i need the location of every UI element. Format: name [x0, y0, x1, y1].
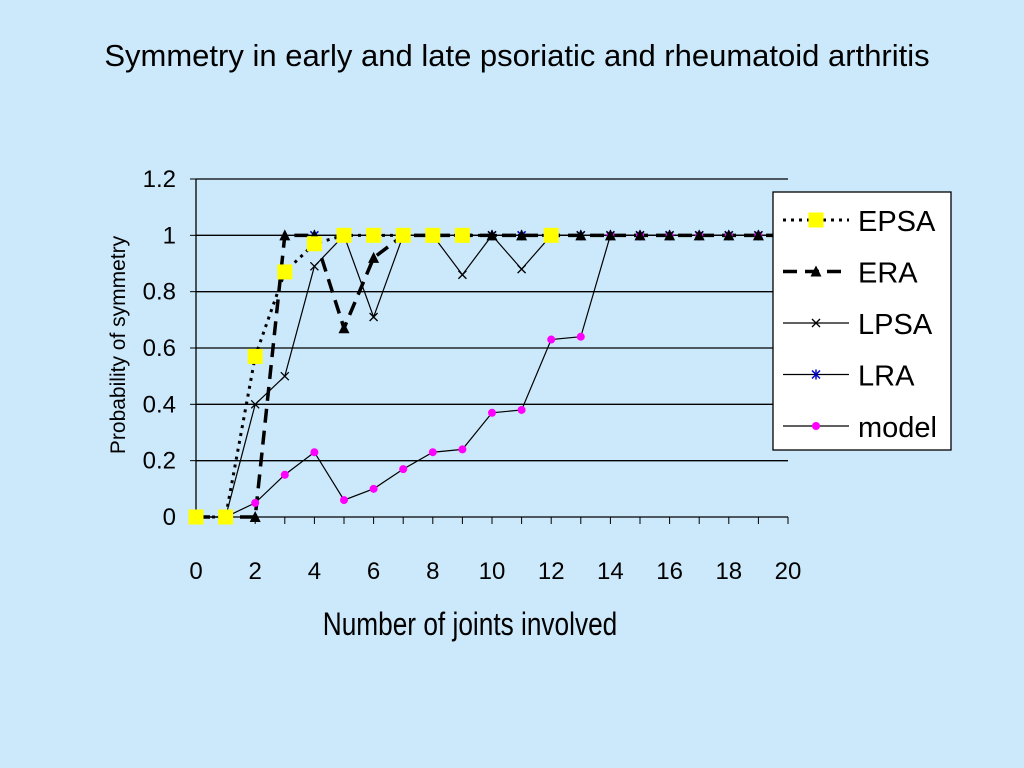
legend-item-model: model: [783, 412, 937, 444]
y-tick-label: 0.6: [143, 335, 176, 362]
data-point-epsa: [306, 236, 322, 252]
x-tick-label: 10: [479, 558, 506, 585]
legend-item-epsa: EPSA: [783, 206, 936, 238]
data-point-epsa: [218, 509, 234, 525]
data-point-era: [486, 229, 498, 241]
data-point-epsa: [454, 227, 470, 243]
legend-label: model: [858, 412, 937, 444]
y-tick-label: 0.2: [143, 448, 176, 475]
data-point-epsa: [277, 264, 293, 280]
data-point-model: [369, 484, 378, 493]
data-point-epsa: [188, 509, 204, 525]
legend-label: LPSA: [858, 309, 933, 341]
legend-marker: [811, 318, 821, 328]
data-point-era: [634, 229, 646, 241]
data-point-era: [249, 511, 261, 522]
data-point-model: [251, 498, 260, 507]
data-point-era: [723, 229, 735, 241]
data-point-era: [516, 229, 528, 241]
data-point-lpsa: [280, 371, 290, 381]
x-tick-label: 2: [249, 558, 262, 585]
data-point-model: [547, 335, 556, 344]
data-point-era: [368, 251, 380, 263]
data-point-lpsa: [517, 264, 527, 274]
x-axis-title: Number of joints involved: [323, 608, 617, 643]
y-tick-label: 0.8: [143, 279, 176, 306]
x-tick-label: 18: [715, 558, 742, 585]
data-point-era: [604, 229, 616, 241]
legend-box: [772, 191, 952, 451]
data-point-epsa: [336, 227, 352, 243]
data-point-epsa: [247, 348, 263, 364]
data-point-lpsa: [250, 399, 260, 409]
legend-marker: [810, 265, 822, 277]
data-point-epsa: [366, 227, 382, 243]
data-point-model: [428, 448, 437, 457]
data-point-epsa: [543, 227, 559, 243]
data-point-model: [399, 465, 408, 474]
data-point-model: [458, 445, 467, 454]
data-point-lpsa: [369, 312, 379, 322]
series-markers: [188, 227, 794, 525]
legend-label: LRA: [858, 361, 915, 393]
data-point-epsa: [395, 227, 411, 243]
axes: 0 0.2 0.4 0.6 0.8 1 1.2 0 2 4 6 8 10 12 14 16 18 20: [143, 166, 802, 585]
x-tick-label: 14: [597, 558, 624, 585]
data-point-model: [340, 496, 348, 505]
legend-item-era: ERA: [783, 258, 918, 290]
data-point-model: [310, 448, 319, 457]
legend-marker: [811, 369, 821, 380]
legend-label: ERA: [858, 258, 918, 290]
data-point-era: [575, 229, 587, 241]
data-point-model: [576, 332, 585, 341]
x-tick-label: 12: [538, 558, 565, 585]
legend-item-lra: LRA: [783, 361, 915, 393]
y-tick-label: 0.4: [143, 391, 176, 418]
data-point-lpsa: [457, 270, 467, 280]
legend-item-lpsa: LPSA: [783, 309, 933, 341]
y-axis-title: Probability of symmetry: [107, 235, 130, 454]
data-point-model: [517, 405, 526, 414]
data-point-era: [693, 229, 705, 241]
y-tick-label: 1: [163, 222, 176, 249]
y-tick-label: 1.2: [143, 166, 176, 193]
data-point-era: [752, 229, 764, 241]
data-point-era: [664, 229, 676, 241]
data-point-lpsa: [309, 261, 319, 271]
x-tick-label: 8: [426, 558, 439, 585]
data-point-epsa: [425, 227, 441, 243]
series-line-epsa: [196, 233, 552, 519]
x-tick-label: 16: [656, 558, 683, 585]
x-tick-label: 20: [775, 558, 802, 585]
legend: EPSA ERA LPSA LRA model: [772, 191, 952, 451]
legend-label: EPSA: [858, 206, 936, 238]
data-point-model: [488, 408, 496, 417]
slide-title: Symmetry in early and late psoriatic and…: [104, 38, 930, 73]
data-point-era: [279, 229, 291, 241]
gridlines: [196, 178, 788, 462]
y-tick-label: 0: [163, 504, 176, 531]
x-tick-label: 6: [367, 558, 380, 585]
x-tick-label: 0: [189, 558, 202, 585]
legend-marker: [812, 422, 820, 430]
data-point-model: [280, 470, 289, 479]
x-tick-label: 4: [308, 558, 321, 585]
data-point-era: [338, 322, 350, 334]
legend-marker: [808, 212, 824, 228]
